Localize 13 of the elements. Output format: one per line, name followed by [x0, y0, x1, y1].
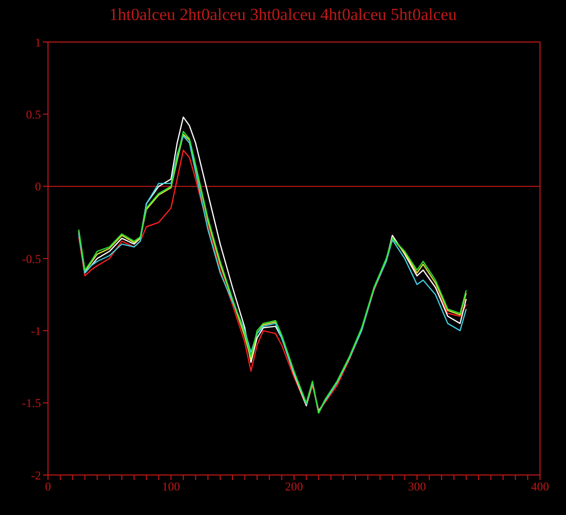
x-tick-label: 300 — [408, 480, 426, 494]
y-tick-label: 1 — [35, 35, 41, 50]
x-tick-label: 100 — [162, 480, 180, 494]
chart-title: 1ht0alceu 2ht0alceu 3ht0alceu 4ht0alceu 5ht0alceu — [109, 5, 458, 24]
y-tick-label: -0.5 — [22, 252, 41, 266]
y-tick-label: 0.5 — [26, 107, 41, 122]
y-tick-label: -1 — [31, 324, 41, 338]
y-tick-label: -1.5 — [22, 396, 41, 410]
x-tick-label: 400 — [531, 480, 549, 494]
y-tick-label: 0 — [35, 180, 41, 194]
x-tick-label: 200 — [285, 480, 303, 494]
y-tick-label: -2 — [31, 468, 41, 482]
x-tick-label: 0 — [45, 480, 51, 494]
